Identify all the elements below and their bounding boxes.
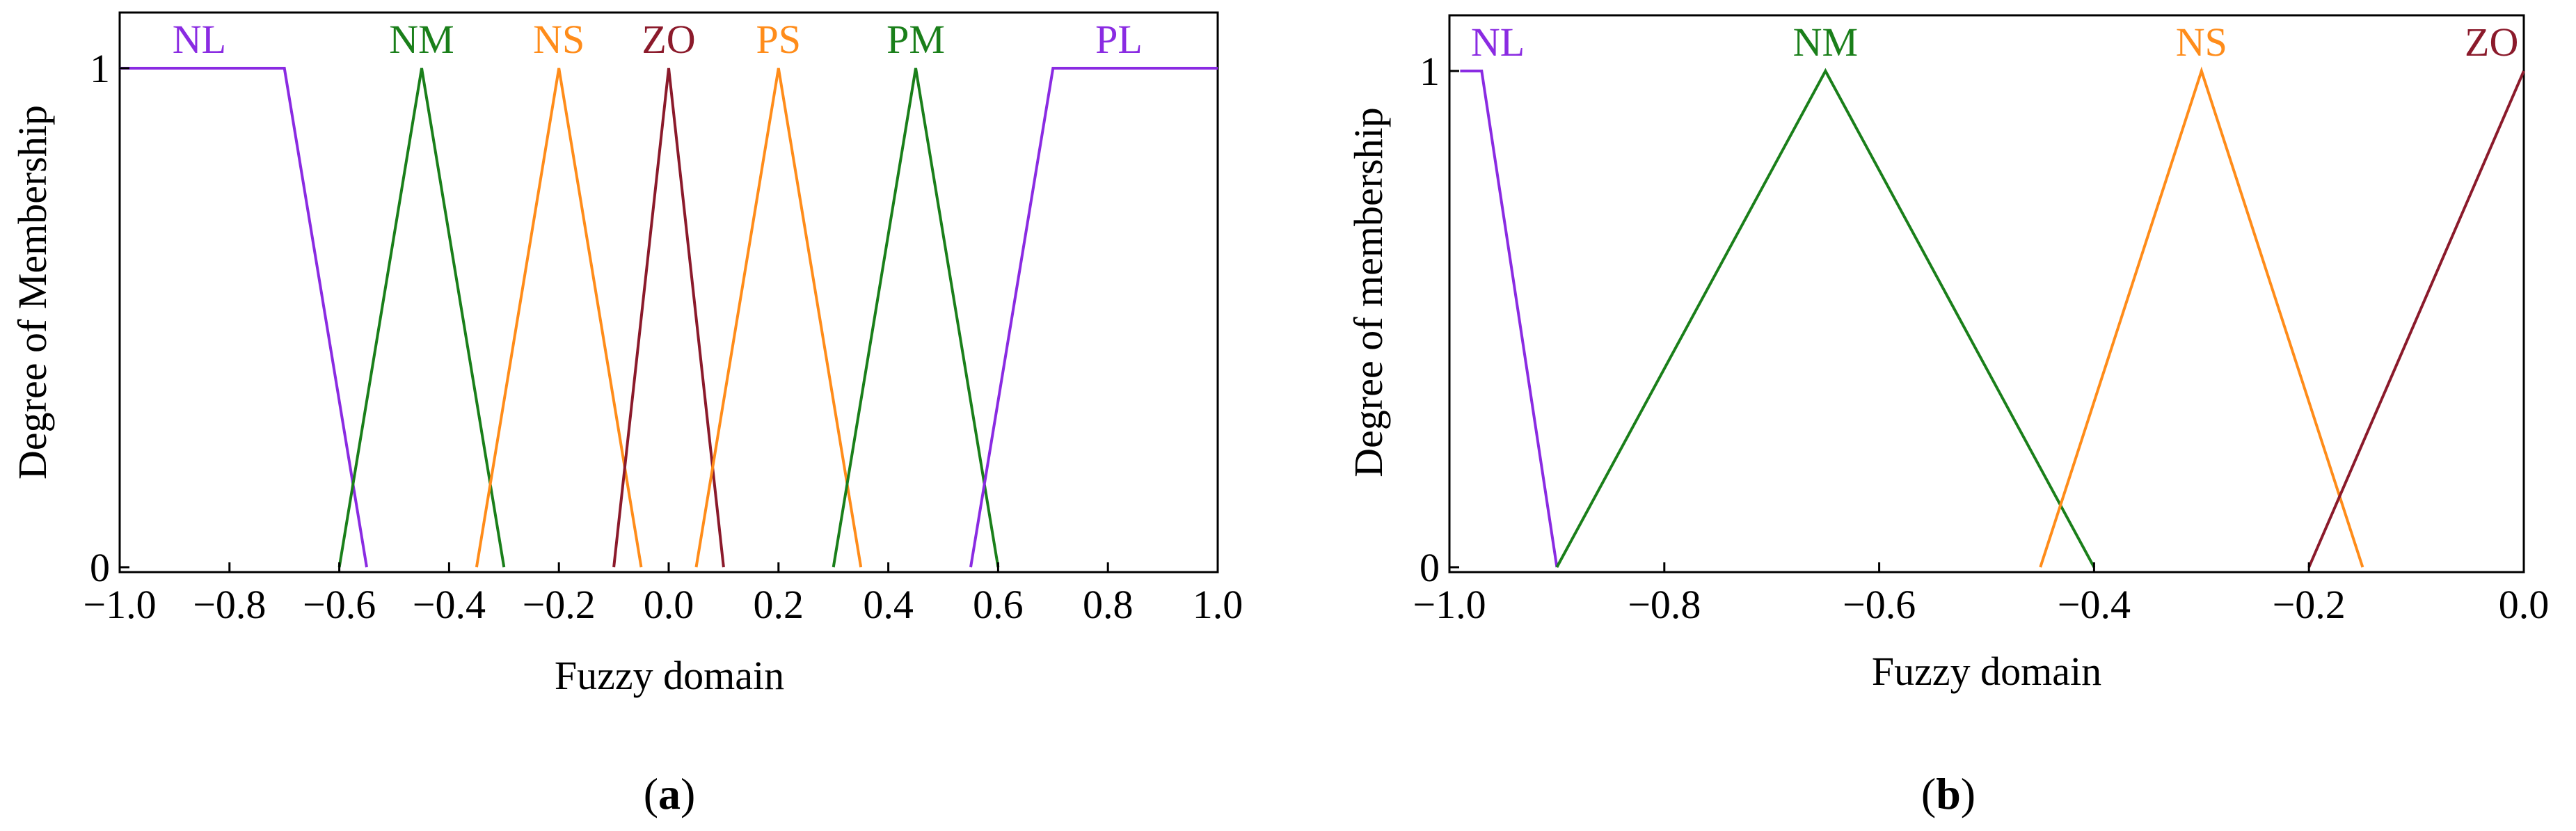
panel-b-series-zo-line [2307,70,2525,568]
panel-a-series-zo-label: ZO [642,17,695,62]
panel-b-series-ns-line [2039,66,2364,568]
panel-a-x-tick-label: 0.8 [1083,582,1134,627]
panel-a-x-tick-label: −0.8 [193,582,266,627]
panel-a-series-zo-line [612,68,725,568]
panel-a-series-nl-label: NL [173,17,226,62]
panel-b-x-tick-label: −0.6 [1843,582,1916,627]
panel-a-series-ns-label: NS [533,17,585,62]
panel-a-series-ps-line [694,68,863,568]
panel-b-x-tick-label: 0.0 [2499,582,2550,627]
panel-a-y-tick-label: 0 [90,545,110,590]
panel-a-x-tick-label: −1.0 [83,582,156,627]
panel-a-series-pl-label: PL [1095,17,1143,62]
panel-b-x-axis-label: Fuzzy domain [1872,649,2101,694]
panel-a-series-nm-line [337,68,506,568]
panel-a-series-ns-line [475,68,643,568]
panel-a-x-tick-label: −0.4 [413,582,486,627]
panel-a-series-nm-label: NM [389,17,454,62]
panel-b-series-ns-label: NS [2176,19,2227,65]
panel-a-series-nl-line [120,67,368,568]
panel-a-chart: NL NM NS ZO PS PM PL −1.0 −0.8 −0.6 −0.4 −0.2 0.0 0.… [10,11,1243,818]
panel-a-x-tick-label: 0.2 [754,582,804,627]
panel-b-y-tick-label: 0 [1420,545,1440,590]
panel-a-x-tick-label: 0.4 [863,582,914,627]
panel-b-chart: NL NM NS ZO −1.0 −0.8 −0.6 −0.4 −0.2 0.0 01 Fuzz… [1346,14,2549,818]
panel-b-x-ticks: −1.0 −0.8 −0.6 −0.4 −0.2 0.0 [1413,562,2549,627]
panel-a-y-axis-label: Degree of Membership [10,105,55,480]
panel-b-series-zo-label: ZO [2465,19,2518,65]
panel-b-x-tick-label: −0.2 [2273,582,2346,627]
panel-a-y-ticks: 01 [90,46,129,590]
panel-b-series-nl-line [1460,70,1559,568]
panel-b-caption-letter: b [1936,769,1961,818]
panel-b-marks: NL NM NS ZO [1460,19,2525,568]
panel-a-caption-letter: a [658,769,681,818]
panel-b-series-nm-line [1555,68,2096,568]
panel-a-series-pm-line [832,68,1000,568]
panel-a-marks: NL NM NS ZO PS PM PL [120,17,1218,568]
panel-b-y-tick-label: 1 [1420,49,1440,94]
panel-a-x-tick-label: −0.2 [523,582,596,627]
panel-a-x-ticks: −1.0 −0.8 −0.6 −0.4 −0.2 0.0 0.2 0.4 0.6 0.8 1.0 [83,562,1243,627]
panel-b-x-tick-label: −0.4 [2058,582,2131,627]
panel-a-x-tick-label: 0.0 [644,582,694,627]
panel-a-plot-frame [118,11,1219,573]
panel-a-x-axis-label: Fuzzy domain [555,653,784,698]
panel-b-caption: (b) [1921,769,1975,818]
panel-b-series-nm-label: NM [1793,19,1858,65]
panel-a-series-ps-label: PS [756,17,802,62]
panel-b-series-nl-label: NL [1471,19,1525,65]
panel-b-x-tick-label: −1.0 [1413,582,1486,627]
panel-b-plot-frame [1448,14,2525,573]
panel-b-y-axis-label: Degree of membership [1346,107,1391,477]
panel-a-y-tick-label: 1 [90,46,110,91]
panel-a-x-tick-label: 0.6 [973,582,1024,627]
panel-a-x-tick-label: 1.0 [1193,582,1243,627]
panel-b-x-tick-label: −0.8 [1628,582,1701,627]
panel-a-series-pm-label: PM [887,17,945,62]
panel-b-y-ticks: 01 [1420,49,1459,590]
panel-a-series-pl-line [969,67,1218,568]
panel-a-x-tick-label: −0.6 [303,582,376,627]
panel-a-caption: (a) [644,769,696,818]
